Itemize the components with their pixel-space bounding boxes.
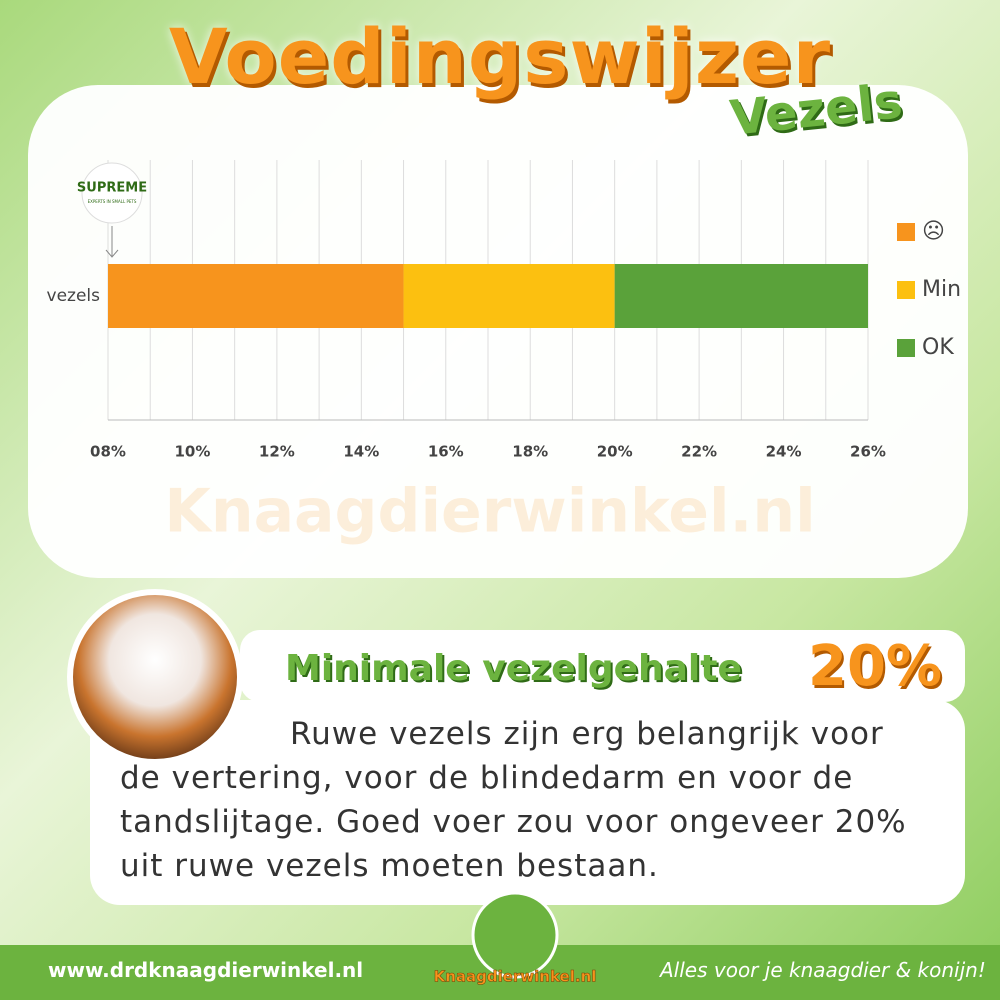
footer-mascot [471, 891, 559, 979]
legend-label: ☹ [922, 219, 945, 244]
x-tick-label: 14% [343, 443, 379, 461]
x-tick-label: 16% [428, 443, 464, 461]
watermark: Knaagdierwinkel.nl [164, 477, 815, 547]
info-heading: Minimale vezelgehalte [285, 648, 742, 689]
brand-arrow [105, 226, 119, 258]
x-tick-label: 12% [259, 443, 295, 461]
text-box [90, 700, 965, 905]
bar-segment [108, 264, 404, 328]
legend-swatch [897, 281, 915, 299]
x-tick-label: 08% [90, 443, 126, 461]
brand-name: SUPREME [77, 181, 147, 196]
x-tick-label: 22% [681, 443, 717, 461]
title: Voedingswijzer [168, 12, 832, 101]
bar-segment [403, 264, 615, 328]
brand-logo [81, 162, 143, 224]
legend-swatch [897, 223, 915, 241]
brand-tagline: EXPERTS IN SMALL PETS [88, 199, 137, 204]
heading-banner [240, 630, 965, 702]
x-tick-label: 20% [597, 443, 633, 461]
bar-segment [614, 264, 868, 328]
legend-label: OK [922, 335, 954, 360]
x-tick-label: 26% [850, 443, 886, 461]
legend-swatch [897, 339, 915, 357]
y-tick-label: vezels [47, 286, 101, 306]
guinea-pig-photo [67, 589, 243, 765]
chart-panel [28, 85, 968, 578]
footer-url: www.drdknaagdierwinkel.nl [48, 958, 364, 982]
info-text: Ruwe vezels zijn erg belangrijk voor de … [120, 716, 907, 884]
footer-logo: Knaagdierwinkel.nl [434, 968, 597, 986]
x-tick-label: 10% [174, 443, 210, 461]
footer-slogan: Alles voor je knaagdier & konijn! [660, 958, 986, 982]
x-tick-label: 18% [512, 443, 548, 461]
chart: 08% 10% 12% 14% 16% 18% 20% 22% 24% 26% vezels ☹ Min… [47, 160, 961, 461]
x-tick-label: 24% [766, 443, 802, 461]
info-highlight: 20% [808, 634, 943, 699]
legend-label: Min [922, 277, 961, 302]
